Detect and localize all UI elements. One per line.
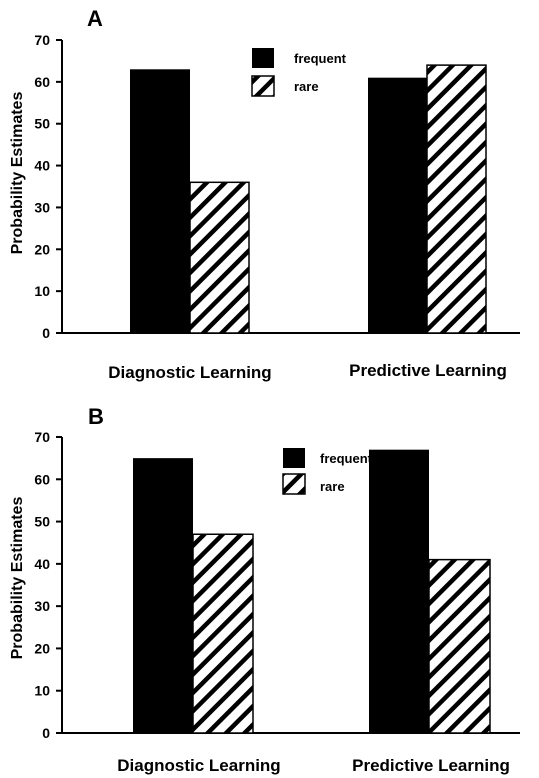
bars [130, 64, 487, 334]
chart-panel-b: B Probability Estimates 010203040506070 … [9, 404, 520, 775]
bars [133, 449, 491, 734]
y-tick-label: 50 [34, 514, 50, 530]
bar-frequent-diagnostic [130, 69, 190, 334]
legend: frequent rare [282, 448, 373, 495]
y-tick-label: 0 [42, 325, 50, 341]
y-ticks: 0 10 20 30 40 50 60 70 [34, 32, 62, 341]
legend-swatch-rare [251, 75, 275, 97]
bar-rare-diagnostic [192, 533, 254, 734]
bar-frequent-predictive [368, 77, 427, 334]
category-label-predictive: Predictive Learning [352, 756, 510, 775]
y-tick-label: 70 [34, 429, 50, 445]
legend-swatch-frequent [283, 448, 305, 468]
y-tick-label: 10 [34, 283, 50, 299]
y-axis-label: Probability Estimates [9, 92, 26, 255]
category-label-diagnostic: Diagnostic Learning [108, 363, 271, 382]
y-tick-label: 10 [34, 683, 50, 699]
bar-rare-diagnostic [189, 181, 250, 334]
panel-label: B [88, 404, 104, 429]
legend-swatch-rare [282, 473, 306, 495]
category-label-diagnostic: Diagnostic Learning [117, 756, 280, 775]
y-tick-label: 60 [34, 471, 50, 487]
y-tick-label: 20 [34, 640, 50, 656]
legend-label-rare: rare [294, 79, 319, 94]
category-label-predictive: Predictive Learning [349, 361, 507, 380]
y-tick-label: 30 [34, 598, 50, 614]
y-tick-label: 40 [34, 158, 50, 174]
y-tick-label: 40 [34, 556, 50, 572]
y-tick-label: 20 [34, 241, 50, 257]
legend-label-rare: rare [320, 479, 345, 494]
y-tick-label: 70 [34, 32, 50, 48]
panel-label: A [87, 6, 103, 31]
legend-label-frequent: frequent [294, 51, 347, 66]
bar-frequent-predictive [369, 449, 429, 733]
y-tick-label: 30 [34, 199, 50, 215]
y-tick-label: 50 [34, 116, 50, 132]
bar-rare-predictive [426, 64, 487, 334]
legend-swatch-frequent [252, 48, 274, 68]
legend: frequent rare [251, 48, 347, 97]
legend-label-frequent: frequent [320, 451, 373, 466]
bar-frequent-diagnostic [133, 458, 193, 733]
chart-panel-a: A Probability Estimates 010203040506070 … [9, 6, 520, 382]
y-ticks: 0 10 20 30 40 50 60 70 [34, 429, 62, 741]
y-axis-label: Probability Estimates [9, 497, 26, 660]
y-tick-label: 0 [42, 725, 50, 741]
bar-rare-predictive [428, 558, 491, 734]
y-tick-label: 60 [34, 74, 50, 90]
